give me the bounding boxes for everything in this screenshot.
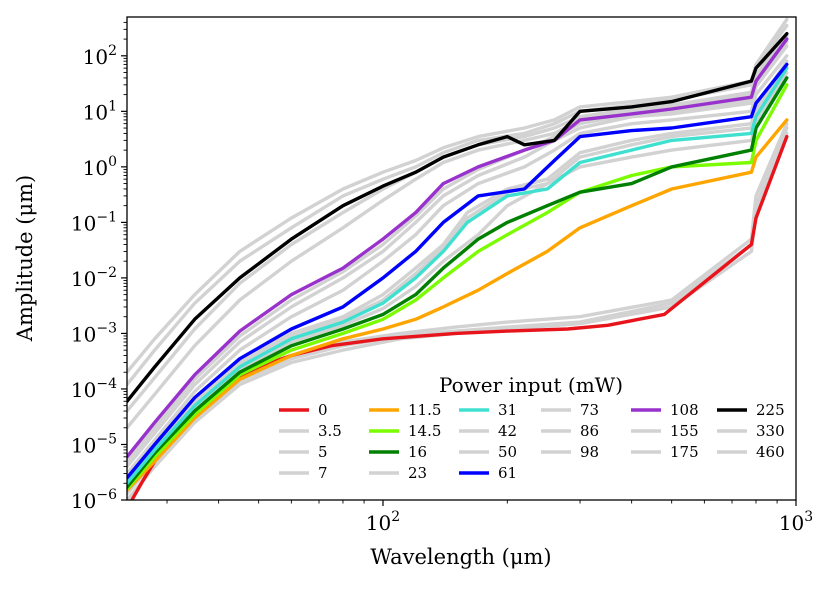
y-tick-label: 10−1 [71,209,117,235]
legend-label: 16 [408,443,427,461]
legend-label: 155 [670,422,699,440]
series-line-16 [127,76,789,489]
legend: Power input (mW) 0 3.5 5 7 11.5 14.5 16 23 31 42 50… [279,373,785,482]
legend-label: 0 [318,401,328,419]
y-tick-label: 102 [83,43,117,69]
series-line-50 [127,59,789,483]
y-tick-label: 100 [83,154,117,180]
legend-label: 73 [580,401,599,419]
series-line-31 [127,66,789,485]
plot-frame [126,16,797,501]
y-tick-label: 10−3 [71,320,117,346]
series-line-155 [127,35,789,430]
legend-label: 98 [580,443,599,461]
legend-label: 225 [756,401,785,419]
legend-label: 61 [498,464,517,482]
legend-label: 11.5 [408,401,441,419]
legend-label: 14.5 [408,422,441,440]
legend-label: 7 [318,464,328,482]
series-line-73 [127,54,789,476]
legend-label: 50 [498,443,517,461]
series-line-108 [127,37,789,459]
series-line-14-5 [127,83,789,491]
legend-label: 330 [756,422,785,440]
y-tick-label: 10−2 [71,265,117,291]
series-layer [127,17,789,500]
series-line-23 [127,70,789,488]
y-tick-label: 101 [83,98,117,124]
series-line-225 [127,32,789,403]
series-line-98 [127,39,789,463]
series-line-61 [127,62,789,480]
series-line-460 [127,17,789,374]
series-line-11-5 [127,118,789,492]
y-tick-label: 10−5 [71,431,117,457]
legend-label: 23 [408,464,427,482]
legend-label: 5 [318,443,328,461]
y-axis-label: Amplitude (μm) [13,175,37,342]
ticks-layer: 10−6 10−5 10−4 10−3 10−2 10−1 100 101 102 102 103 [71,21,813,535]
legend-title: Power input (mW) [439,373,623,397]
series-line-86 [127,44,789,469]
legend-label: 108 [670,401,699,419]
legend-label: 175 [670,443,699,461]
x-tick-label: 103 [779,509,813,535]
legend-label: 42 [498,422,517,440]
x-axis-label: Wavelength (μm) [370,545,551,569]
legend-label: 460 [756,443,785,461]
legend-label: 31 [498,401,517,419]
y-tick-label: 10−4 [71,376,117,402]
y-tick-label: 10−6 [71,487,117,513]
legend-label: 3.5 [318,422,342,440]
legend-label: 86 [580,422,599,440]
x-tick-label: 102 [366,509,400,535]
